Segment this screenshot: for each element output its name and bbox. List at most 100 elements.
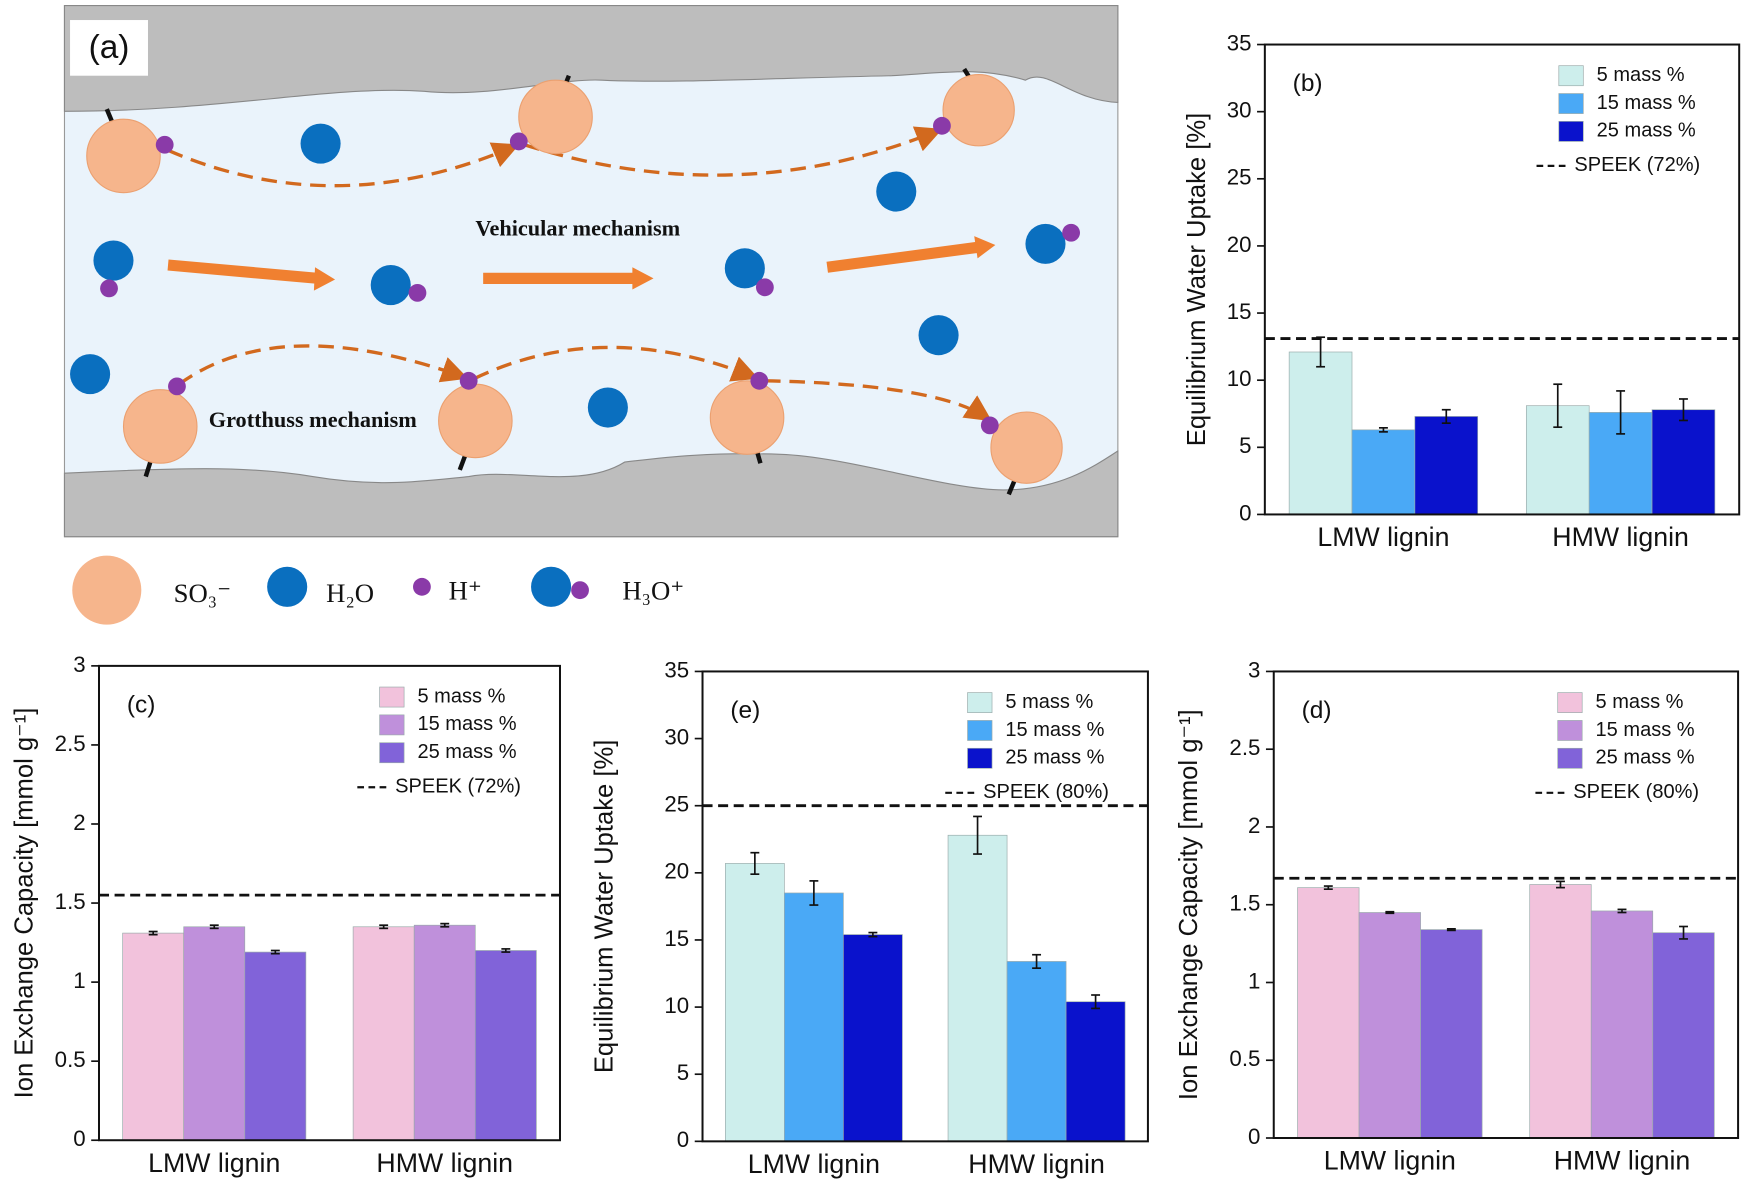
- bar: [1652, 932, 1715, 1139]
- y-axis-label: Equilibrium Water Uptake [%]: [590, 740, 618, 1074]
- panel-label: (a): [89, 29, 130, 66]
- bar: [122, 932, 185, 1141]
- diagram: (a) Vehicular: [63, 5, 1119, 625]
- legend-label: 15 mass %: [1597, 92, 1696, 114]
- y-tick-label: 1: [73, 968, 85, 993]
- grotthuss-label: Grotthuss mechanism: [209, 407, 417, 432]
- bar: [725, 863, 785, 1142]
- y-tick-label: 3: [73, 652, 85, 677]
- legend-swatch: [379, 686, 405, 708]
- bar: [1288, 351, 1353, 515]
- x-tick-label: LMW lignin: [748, 1149, 880, 1179]
- bar: [784, 892, 844, 1142]
- y-tick-label: 5: [677, 1060, 689, 1085]
- bar: [1358, 912, 1421, 1139]
- panel-label: (e): [730, 697, 760, 724]
- x-tick-label: LMW lignin: [148, 1148, 280, 1178]
- legend-text: H₂O: [326, 578, 374, 608]
- bar: [352, 926, 415, 1141]
- diagram-legend: SO₃⁻ H₂O H⁺ H₃O⁺: [72, 555, 684, 625]
- bar: [1651, 409, 1716, 515]
- legend-sulfonate: [72, 555, 142, 625]
- legend-label: 25 mass %: [1005, 747, 1104, 769]
- legend-swatch: [379, 714, 405, 736]
- legend-label: 5 mass %: [1597, 64, 1685, 86]
- y-tick-label: 30: [1227, 98, 1252, 123]
- chart: 0 0.5 1 1.5 2 2.5 3 LMW lignin HMW lignin (c) Ion …: [10, 652, 561, 1178]
- top-wall: [63, 5, 1119, 112]
- y-tick-label: 5: [1239, 433, 1251, 458]
- y-tick-label: 10: [1227, 366, 1252, 391]
- bar: [474, 950, 537, 1141]
- label-box: [70, 20, 148, 76]
- legend-label: 25 mass %: [1597, 120, 1696, 142]
- x-tick-label: HMW lignin: [376, 1148, 513, 1178]
- y-tick-label: 1.5: [55, 889, 86, 914]
- legend-swatch: [1557, 747, 1583, 769]
- legend-label: 5 mass %: [1596, 691, 1684, 713]
- bar: [1297, 887, 1360, 1139]
- bar: [1351, 429, 1416, 515]
- legend-label: 15 mass %: [1005, 719, 1104, 741]
- legend-label: SPEEK (80%): [983, 781, 1109, 803]
- panel-label: (c): [127, 691, 156, 718]
- bar: [1590, 910, 1654, 1139]
- y-axis-label: Ion Exchange Capacity [mmol g⁻¹]: [1175, 709, 1203, 1100]
- y-tick-label: 10: [664, 993, 689, 1018]
- legend-swatch: [967, 720, 993, 741]
- legend-swatch: [1557, 720, 1583, 741]
- legend-text: H⁺: [449, 576, 482, 606]
- sulfonate-groups: [86, 74, 1063, 484]
- bar: [1529, 884, 1592, 1139]
- y-tick-label: 1: [1248, 968, 1260, 993]
- bottom-wall: [63, 449, 1119, 538]
- water-molecules: [70, 123, 1066, 428]
- legend-hydronium: [531, 566, 572, 607]
- y-tick-label: 20: [664, 859, 689, 884]
- plot-frame: [1263, 43, 1741, 516]
- legend-proton: [413, 577, 431, 596]
- protons: [100, 116, 1080, 435]
- plot-frame: [97, 664, 561, 1142]
- chart: 0 0.5 1 1.5 2 2.5 3 LMW lignin HMW lignin (d) Ion …: [1175, 657, 1740, 1176]
- y-tick-label: 25: [1227, 165, 1252, 190]
- legend-label: SPEEK (72%): [395, 776, 521, 798]
- legend-label: 25 mass %: [1596, 747, 1695, 769]
- x-tick-label: LMW lignin: [1324, 1146, 1456, 1176]
- panel-label: (d): [1302, 697, 1332, 724]
- legend-label: SPEEK (80%): [1573, 781, 1699, 803]
- y-tick-label: 2: [73, 810, 85, 835]
- y-tick-label: 0: [1248, 1124, 1260, 1149]
- y-tick-label: 20: [1227, 232, 1252, 257]
- bar: [183, 926, 246, 1141]
- bar: [244, 951, 307, 1141]
- bar: [1065, 1001, 1126, 1142]
- legend-label: 15 mass %: [1596, 719, 1695, 741]
- y-tick-label: 0: [73, 1126, 85, 1151]
- legend-swatch: [379, 742, 405, 764]
- x-tick-label: LMW lignin: [1317, 522, 1449, 552]
- y-tick-label: 35: [664, 657, 689, 682]
- y-tick-label: 25: [664, 792, 689, 817]
- legend-label: SPEEK (72%): [1574, 154, 1700, 176]
- legend-label: 15 mass %: [417, 713, 516, 735]
- legend-water: [267, 566, 308, 607]
- legend-label: 5 mass %: [1005, 691, 1093, 713]
- legend-swatch: [967, 747, 993, 769]
- y-tick-label: 1.5: [1229, 891, 1260, 916]
- legend-text: SO₃⁻: [174, 578, 232, 608]
- y-tick-label: 15: [1227, 299, 1252, 324]
- legend-hydronium: [571, 581, 589, 600]
- chart: 0 5 10 15 20 25 30 35 LMW lignin HMW lignin (e) Equ…: [590, 657, 1149, 1179]
- plot-frame: [1272, 670, 1740, 1140]
- bar: [1420, 929, 1483, 1139]
- legend-swatch: [1557, 692, 1583, 713]
- bar: [1414, 416, 1479, 515]
- legend-text: H₃O⁺: [622, 576, 684, 606]
- y-tick-label: 0.5: [55, 1047, 86, 1072]
- legend-swatch: [1558, 65, 1584, 87]
- x-tick-label: HMW lignin: [968, 1149, 1105, 1179]
- x-tick-label: HMW lignin: [1554, 1146, 1691, 1176]
- y-tick-label: 15: [664, 926, 689, 951]
